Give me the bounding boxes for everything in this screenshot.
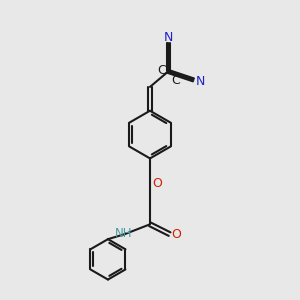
Text: O: O	[152, 177, 162, 190]
Text: O: O	[171, 228, 181, 241]
Text: NH: NH	[115, 227, 132, 240]
Text: C: C	[172, 74, 181, 87]
Text: C: C	[158, 64, 167, 76]
Text: N: N	[196, 75, 205, 88]
Text: N: N	[164, 31, 173, 44]
